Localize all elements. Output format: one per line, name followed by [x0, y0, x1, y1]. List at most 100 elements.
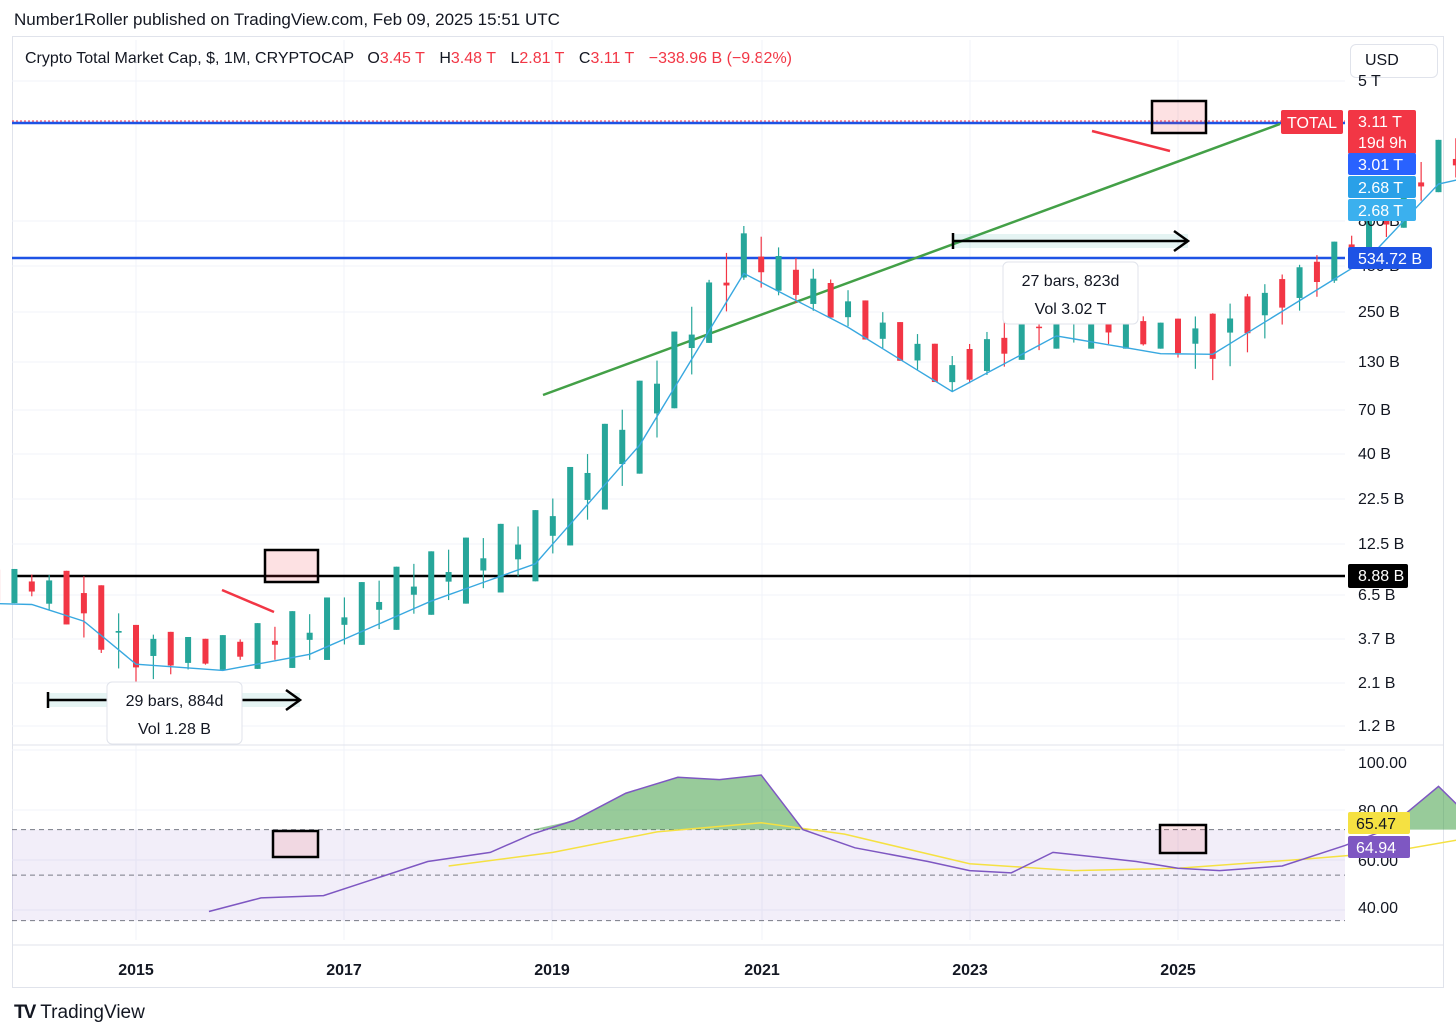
time-axis-tick: 2019: [534, 962, 570, 979]
candle-body: [1018, 313, 1025, 360]
rsi-value-tag-box: [1348, 836, 1410, 858]
price-axis-tick: 3.7 B: [1358, 631, 1395, 648]
candle-body: [1105, 321, 1112, 333]
time-axis-tick: 2023: [952, 962, 988, 979]
price-axis-tick: 5 T: [1358, 73, 1381, 90]
price-tag-box: [1348, 564, 1408, 588]
series-tag-label: TOTAL: [1287, 115, 1337, 132]
symbol-title: Crypto Total Market Cap, $, 1M, CRYPTOCA…: [25, 50, 355, 67]
range-volume-label: Vol 1.28 B: [138, 721, 211, 738]
candle-body: [549, 516, 556, 536]
candle-body: [1279, 279, 1286, 308]
candle-body: [324, 597, 331, 660]
time-axis-tick: 2025: [1160, 962, 1196, 979]
tv-logo-icon: TV: [14, 1002, 36, 1023]
range-arrow-icon: [1173, 229, 1191, 253]
close-value: 3.11 T: [590, 50, 635, 67]
candle-body: [897, 322, 904, 361]
candle-body: [1452, 158, 1456, 166]
candle-body: [862, 300, 869, 340]
candle-body: [63, 570, 70, 625]
candle-body: [1140, 321, 1147, 345]
candle-body: [532, 510, 539, 582]
candle-body: [185, 636, 192, 663]
candle-body: [1383, 217, 1390, 225]
price-tag-box: [1348, 176, 1416, 198]
rsi-axis-tick: 100.00: [1358, 755, 1407, 772]
candle-body: [706, 282, 713, 343]
candle-body: [845, 301, 852, 318]
candle-body: [1331, 241, 1338, 281]
candle-body: [584, 472, 591, 500]
candle-body: [1261, 292, 1268, 316]
candle-body: [671, 331, 678, 409]
candle-body: [271, 640, 278, 645]
low-value: 2.81 T: [519, 50, 565, 67]
candle-body: [410, 586, 417, 595]
currency-button[interactable]: USD: [1350, 44, 1438, 78]
candle-body: [983, 339, 990, 371]
breakout-line: [1091, 129, 1171, 153]
candle-body: [723, 282, 730, 286]
candle-body: [28, 581, 35, 592]
price-tag-box: [1348, 110, 1416, 154]
candle-body: [150, 638, 157, 656]
range-bars-label: 27 bars, 823d: [1022, 273, 1120, 290]
candle-body: [376, 601, 383, 610]
price-tag-box: [1348, 153, 1416, 175]
trendline: [542, 122, 1281, 397]
range-volume-label: Vol 3.02 T: [1035, 301, 1107, 318]
candle-body: [497, 523, 504, 593]
candle-body: [740, 233, 747, 278]
candle-body: [636, 380, 643, 474]
chart-frame: [12, 36, 1444, 988]
candle-body: [237, 641, 244, 657]
series-tag-box: [1281, 110, 1343, 134]
candle-body: [1157, 322, 1164, 349]
candle-body: [167, 631, 174, 666]
candle-body: [1366, 216, 1373, 264]
rsi-line: [208, 774, 1456, 913]
candle-body: [1192, 328, 1199, 344]
range-arrow-icon: [285, 688, 303, 712]
range-label-box: [106, 681, 243, 745]
price-tag-countdown: 19d 9h: [1358, 135, 1407, 152]
price-tag-label: 3.11 T: [1358, 114, 1402, 131]
highlight-box: [263, 548, 320, 584]
time-axis-tick: 2017: [326, 962, 362, 979]
price-axis-tick: 2.1 B: [1358, 675, 1395, 692]
price-tag-label: 2.68 T: [1358, 180, 1403, 197]
price-axis-tick: 1.2 B: [1358, 718, 1395, 735]
candle-body: [219, 635, 226, 670]
candle-body: [1313, 261, 1320, 282]
candle-body: [914, 343, 921, 361]
candle-body: [393, 566, 400, 630]
candle-body: [515, 544, 522, 560]
candle-body: [480, 558, 487, 571]
price-tag-label: 2.68 T: [1358, 203, 1403, 220]
candle-body: [654, 383, 660, 414]
rsi-highlight-box: [271, 829, 320, 859]
candle-body: [462, 537, 469, 604]
price-tag-label: 534.72 B: [1358, 251, 1422, 268]
rsi-highlight-box: [1158, 823, 1208, 855]
publisher-caption: Number1Roller published on TradingView.c…: [14, 10, 560, 29]
time-axis-tick: 2021: [744, 962, 780, 979]
candle-body: [133, 624, 139, 668]
price-axis-tick: 70 B: [1358, 402, 1391, 419]
price-tag-box: [1348, 199, 1416, 221]
candle-body: [792, 269, 799, 295]
rsi-value-tag-box: [1348, 812, 1410, 834]
range-label-box: [1002, 261, 1139, 325]
candle-body: [1122, 310, 1129, 349]
candle-body: [306, 632, 313, 640]
rsi-overbought-fill: [208, 775, 1456, 830]
candle-body: [1227, 318, 1234, 333]
candle-body: [601, 423, 608, 510]
candle-body: [688, 334, 695, 349]
price-tag-box: [1348, 247, 1432, 269]
candle-body: [11, 568, 18, 604]
rsi-axis-tick: 40.00: [1358, 900, 1398, 917]
candle-body: [80, 593, 87, 614]
